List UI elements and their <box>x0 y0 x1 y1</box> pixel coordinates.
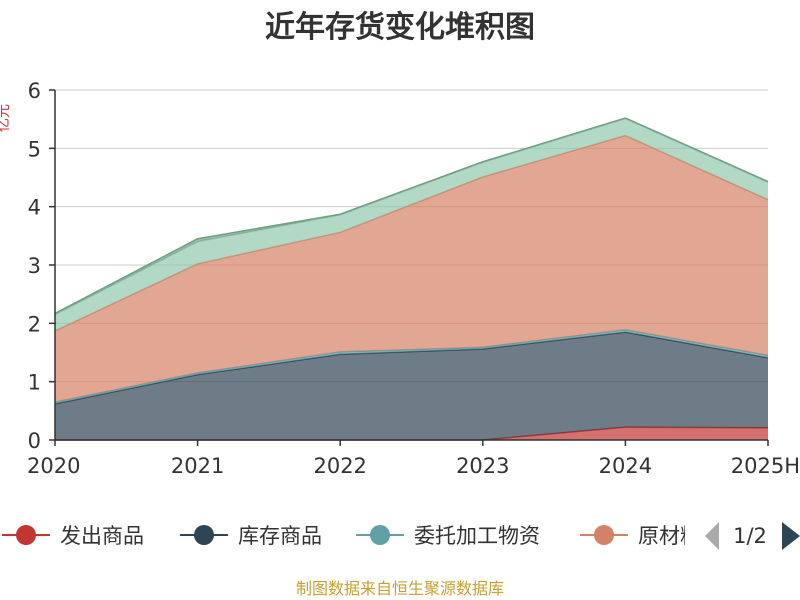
legend-pager[interactable]: 1/2 <box>705 522 800 550</box>
chart-title: 近年存货变化堆积图 <box>265 10 535 45</box>
x-tick-label: 2023 <box>456 454 509 478</box>
legend-marker-icon <box>194 525 214 545</box>
y-tick-label: 2 <box>28 312 41 336</box>
legend-next-icon[interactable] <box>782 522 800 550</box>
x-tick-label: 2024 <box>599 454 652 478</box>
y-tick-label: 3 <box>28 254 41 278</box>
area-series <box>54 117 769 441</box>
x-tick-label: 2021 <box>171 454 224 478</box>
legend[interactable]: 发出商品 库存商品 委托加工物资 原材料 <box>2 524 701 548</box>
y-axis-label: 亿元 <box>0 104 12 132</box>
x-tick-label: 2025H <box>731 454 800 478</box>
y-tick-label: 0 <box>28 429 41 453</box>
legend-page-indicator: 1/2 <box>733 524 767 548</box>
legend-label: 原材料 <box>638 524 701 548</box>
legend-marker-icon <box>594 525 614 545</box>
legend-item[interactable]: 库存商品 <box>180 524 322 548</box>
area-series-3 <box>55 135 768 403</box>
y-tick-label: 5 <box>28 137 41 161</box>
series-line-5 <box>54 117 769 315</box>
legend-prev-icon[interactable] <box>705 522 719 550</box>
x-tick-label: 2020 <box>27 454 80 478</box>
source-note: 制图数据来自恒生聚源数据库 <box>296 579 504 598</box>
area-series-1 <box>55 332 768 440</box>
y-tick-labels: 0 1 2 3 4 5 6 <box>28 79 41 453</box>
area-series-0 <box>55 427 768 440</box>
y-tick-label: 4 <box>28 196 41 220</box>
legend-item[interactable]: 发出商品 <box>2 524 144 548</box>
legend-item[interactable]: 原材料 <box>580 524 701 548</box>
legend-label: 发出商品 <box>60 524 144 548</box>
y-tick-label: 1 <box>28 371 41 395</box>
legend-marker-icon <box>16 525 36 545</box>
axes <box>49 89 769 446</box>
legend-marker-icon <box>370 525 390 545</box>
y-tick-label: 6 <box>28 79 41 103</box>
legend-items: 发出商品 库存商品 委托加工物资 原材料 <box>2 524 701 548</box>
legend-label: 库存商品 <box>238 524 322 548</box>
x-tick-label: 2022 <box>313 454 366 478</box>
legend-item[interactable]: 委托加工物资 <box>356 524 540 548</box>
legend-label: 委托加工物资 <box>414 524 540 548</box>
x-tick-labels: 2020 2021 2022 2023 2024 2025H <box>27 454 800 478</box>
